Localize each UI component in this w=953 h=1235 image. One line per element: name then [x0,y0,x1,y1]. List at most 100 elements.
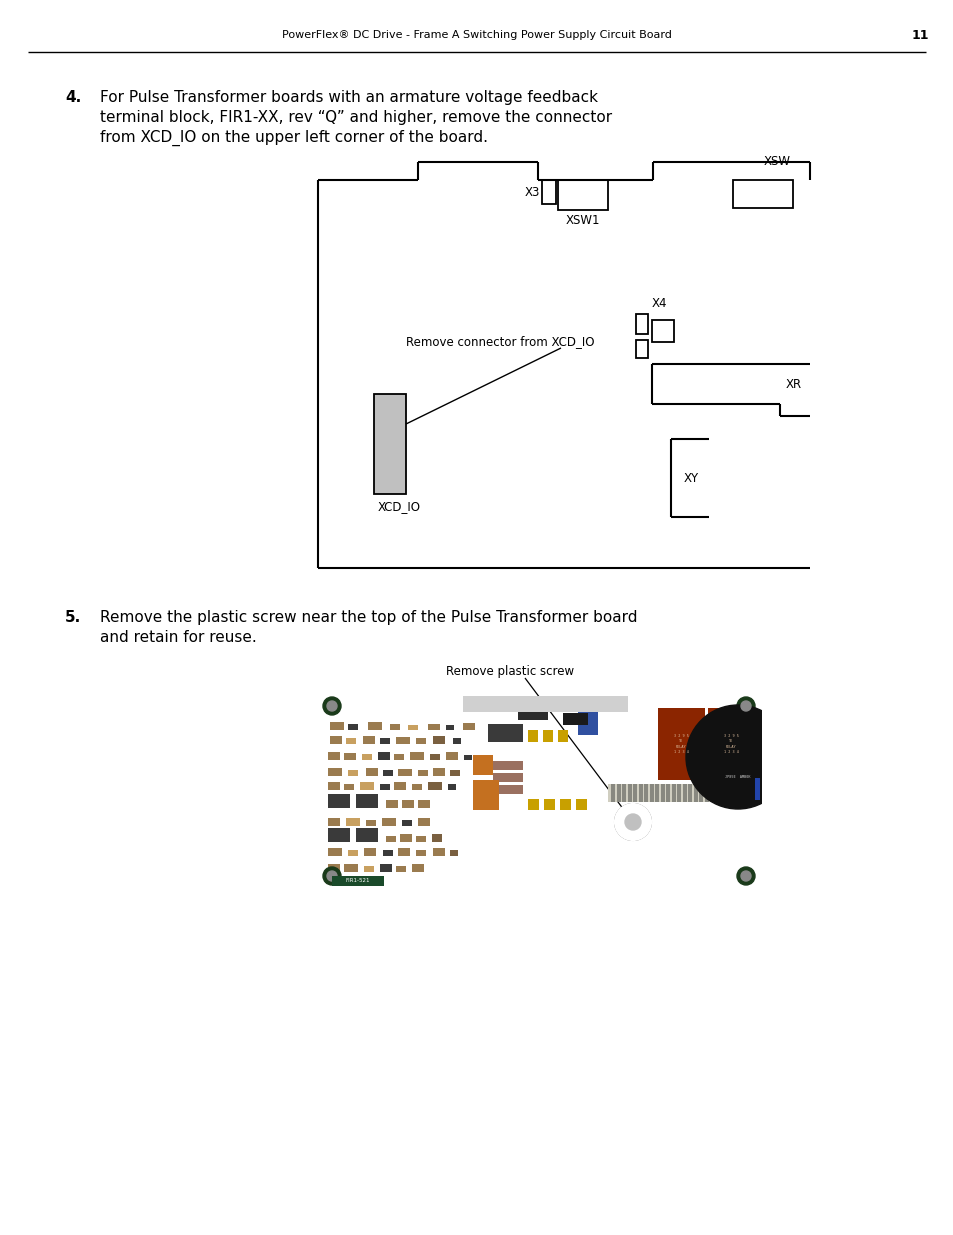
Bar [401,800,414,808]
Bar [446,725,454,730]
Bar [655,784,659,802]
Bar [754,778,760,800]
Circle shape [737,867,754,885]
Bar [395,866,406,872]
Bar [433,768,444,776]
Circle shape [327,871,336,881]
Bar [348,724,357,730]
Bar [703,784,708,802]
Text: X3: X3 [524,185,539,199]
Bar [715,784,719,802]
Bar [416,836,426,842]
Text: 3 2 9 5
TE
RELAY
1 2 3 4: 3 2 9 5 TE RELAY 1 2 3 4 [723,734,739,755]
Bar [493,773,522,782]
Bar [659,784,664,802]
Bar [758,734,778,745]
Bar [643,784,647,802]
Bar [621,784,625,802]
Text: terminal block, FIR1-XX, rev “Q” and higher, remove the connector: terminal block, FIR1-XX, rev “Q” and hig… [100,110,612,125]
Text: Remove plastic screw: Remove plastic screw [445,666,574,678]
Circle shape [685,705,789,809]
Bar [493,761,522,769]
Circle shape [740,871,750,881]
Bar [394,755,403,760]
Bar [453,739,460,743]
Bar [364,848,375,856]
Bar [382,850,393,856]
Text: 4.: 4. [65,90,81,105]
Text: XCD_IO: XCD_IO [377,500,420,513]
Bar [677,784,680,802]
Bar [394,782,406,790]
Bar [355,827,377,842]
Bar [379,864,392,872]
Bar [558,730,567,742]
Bar [397,848,410,856]
Text: 11: 11 [910,28,928,42]
Bar [433,736,444,743]
Bar [517,708,547,720]
Text: XSW1: XSW1 [565,214,599,227]
Bar [627,784,631,802]
Bar [366,768,377,776]
Bar [578,710,598,735]
Bar [693,784,697,802]
Text: XSW: XSW [763,156,790,168]
Bar [332,876,384,885]
Bar [462,722,475,730]
Bar [636,340,647,358]
Bar [417,818,430,826]
Bar [671,784,675,802]
Bar [390,724,399,730]
Bar [616,784,619,802]
Bar [463,755,472,760]
Bar [428,724,439,730]
Bar [346,739,355,743]
Bar [493,785,522,794]
Bar [399,834,412,842]
Text: X4: X4 [651,296,667,310]
Bar [732,180,792,207]
Text: XR: XR [785,378,801,390]
Text: and retain for reuse.: and retain for reuse. [100,630,256,645]
Bar [344,864,357,872]
Bar [720,784,724,802]
Bar [559,799,571,810]
Text: For Pulse Transformer boards with an armature voltage feedback: For Pulse Transformer boards with an arm… [100,90,598,105]
Bar [379,784,390,790]
Circle shape [327,701,336,711]
Bar [417,800,430,808]
Bar [428,782,441,790]
Bar [328,848,341,856]
Bar [448,784,456,790]
Bar [330,736,341,743]
Bar [432,834,441,842]
Text: 3 2 9 5
TE
RELAY
1 2 3 4: 3 2 9 5 TE RELAY 1 2 3 4 [674,734,688,755]
Bar [665,784,669,802]
Bar [364,866,374,872]
Circle shape [740,701,750,711]
Bar [361,755,372,760]
Text: FIR1-521: FIR1-521 [345,878,370,883]
Bar [395,737,410,743]
Bar [576,799,586,810]
Bar [382,769,393,776]
Bar [430,755,439,760]
Bar [328,768,341,776]
Bar [330,722,344,730]
Bar [527,799,538,810]
Bar [328,752,339,760]
Bar [348,850,357,856]
Bar [433,848,444,856]
Bar [633,784,637,802]
Text: XY: XY [682,472,698,484]
Bar [488,724,522,742]
Bar [607,784,738,802]
Bar [473,781,498,810]
Bar [658,708,704,781]
Bar [558,180,607,210]
Text: Remove connector from XCD_IO: Remove connector from XCD_IO [406,336,594,348]
Bar [386,800,397,808]
Text: JP85E  AMB0K: JP85E AMB0K [724,776,750,779]
Bar [412,784,421,790]
